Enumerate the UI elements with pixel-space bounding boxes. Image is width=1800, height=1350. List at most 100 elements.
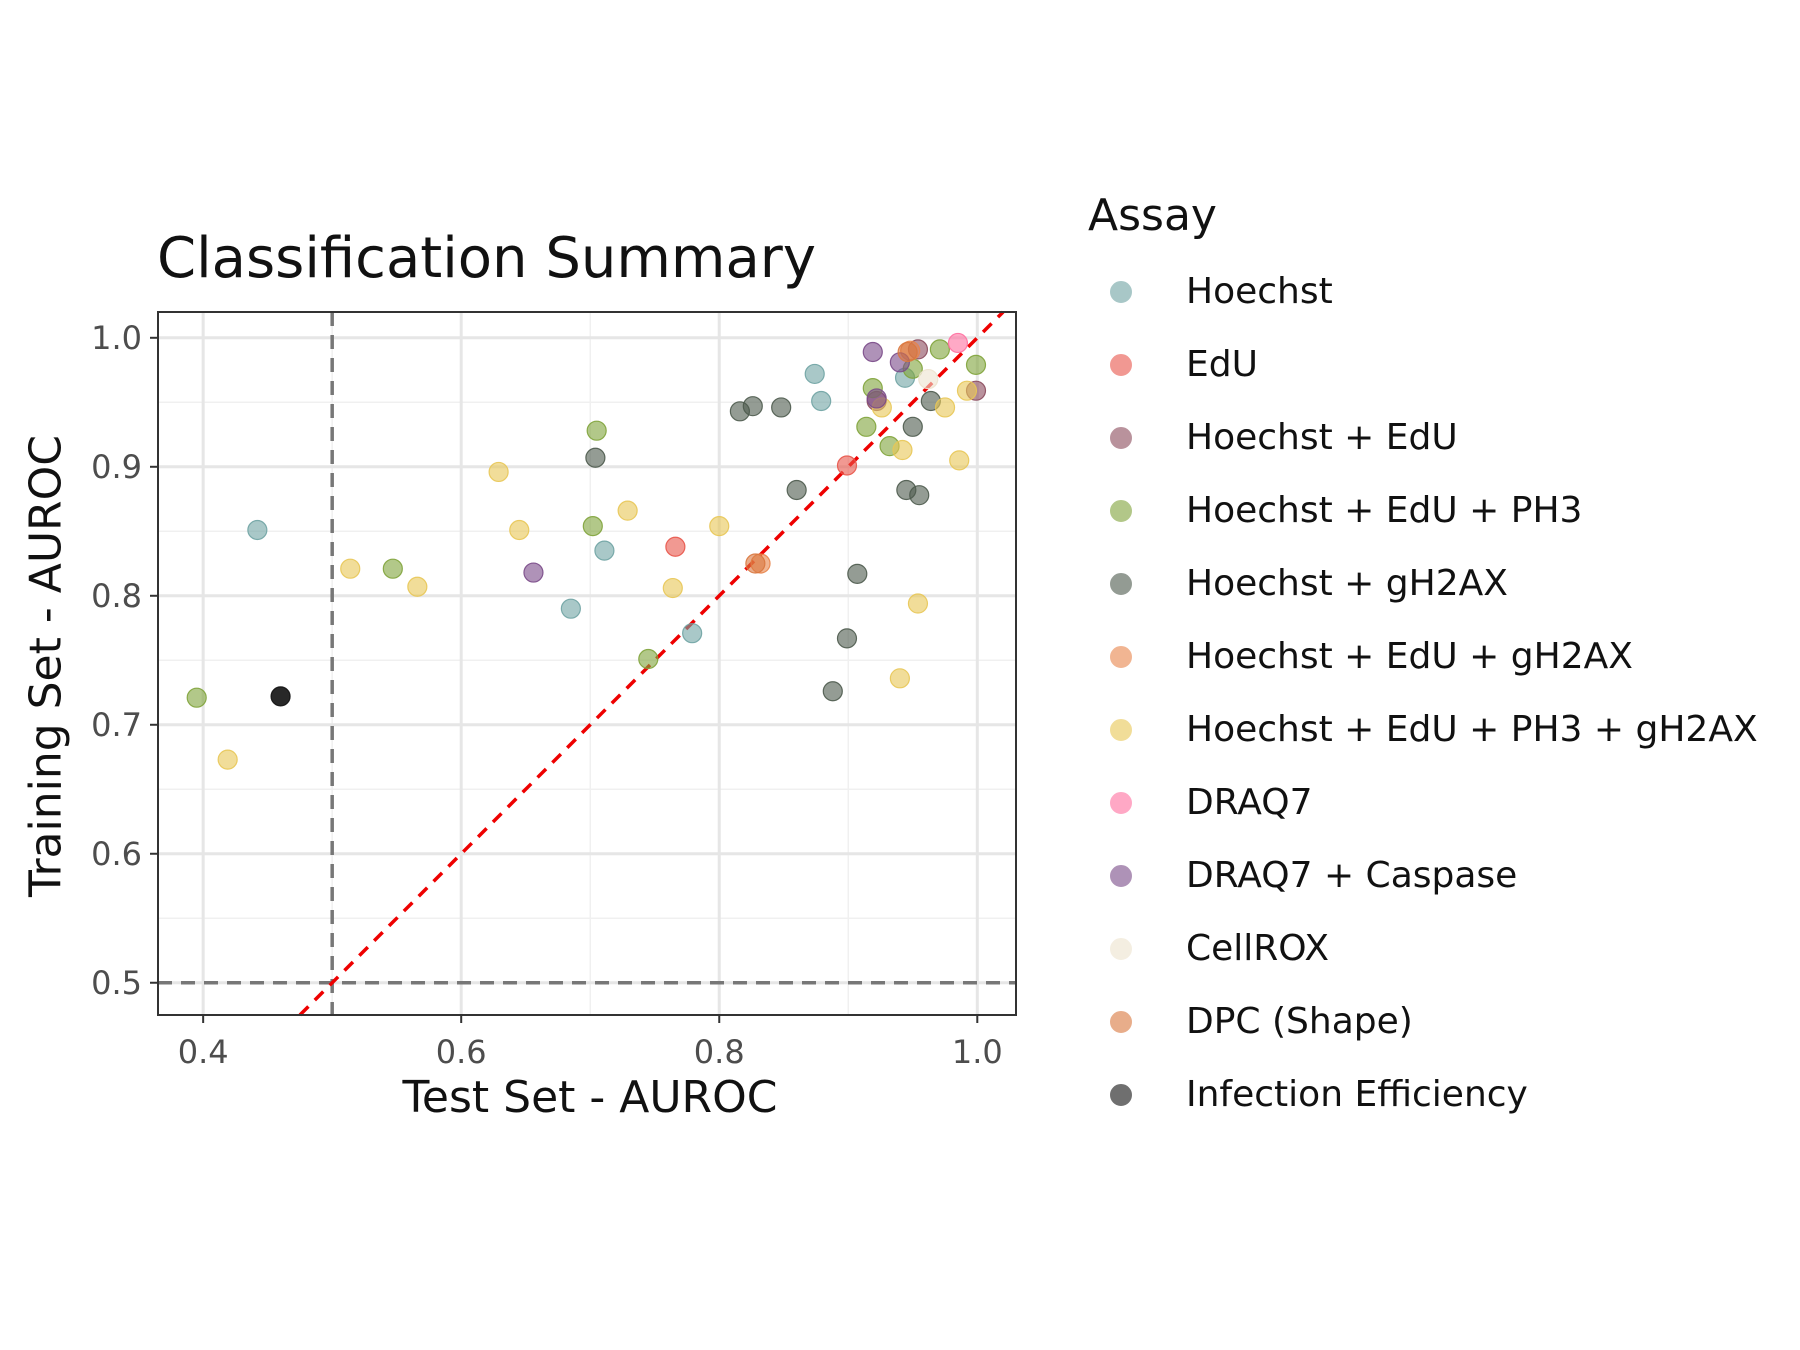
data-point	[811, 390, 832, 412]
legend-item: DRAQ7	[1088, 766, 1313, 839]
data-point	[340, 558, 361, 579]
data-point	[407, 576, 428, 597]
data-point	[892, 439, 913, 461]
x-tick-label: 1.0	[952, 1033, 1003, 1071]
data-point	[836, 455, 858, 476]
data-point	[956, 380, 978, 401]
data-point	[586, 420, 607, 441]
legend-label: DRAQ7 + Caspase	[1186, 855, 1518, 896]
data-point	[662, 577, 683, 599]
legend-swatch	[1110, 353, 1132, 376]
data-point	[682, 623, 703, 644]
data-point	[929, 339, 950, 360]
y-tick-label: 0.7	[91, 706, 142, 744]
data-point	[186, 687, 207, 708]
legend-items: Hoechst EdU Hoechst + EdU Hoechst + EdU + P…	[1088, 255, 1758, 1131]
data-point	[617, 500, 638, 521]
legend-item: Hoechst + EdU + PH3	[1088, 474, 1582, 547]
data-point	[745, 553, 766, 574]
data-point	[947, 332, 969, 354]
y-tick-label: 0.9	[91, 448, 142, 486]
data-point	[585, 447, 606, 468]
data-points	[186, 332, 987, 770]
legend-swatch	[1110, 499, 1132, 522]
legend-label: Hoechst	[1186, 271, 1333, 312]
legend-item: DRAQ7 + Caspase	[1088, 839, 1517, 912]
legend-swatch	[1110, 1083, 1132, 1106]
data-point	[902, 416, 923, 437]
data-point	[560, 598, 581, 619]
major-gridlines	[158, 312, 1016, 1015]
data-point	[382, 558, 403, 579]
plot-panel	[158, 312, 1016, 1015]
data-point	[918, 368, 939, 390]
legend-swatch	[1110, 572, 1132, 595]
legend-swatch	[1110, 1010, 1132, 1033]
legend-swatch	[1110, 426, 1132, 449]
legend-item: Hoechst + EdU + gH2AX	[1088, 620, 1633, 693]
y-axis-ticks: 0.5 0.6 0.7 0.8 0.9 1.0	[91, 319, 158, 1002]
legend-swatch	[1110, 280, 1132, 303]
data-point	[217, 749, 238, 770]
x-tick-label: 0.4	[178, 1033, 229, 1071]
reference-lines	[158, 310, 1016, 1017]
legend-title: Assay	[1088, 190, 1217, 241]
data-point	[582, 516, 603, 537]
y-tick-label: 0.6	[91, 835, 142, 873]
data-point	[665, 536, 686, 557]
legend-swatch	[1110, 718, 1132, 741]
data-point	[247, 519, 268, 541]
legend-label: Infection Efficiency	[1186, 1074, 1528, 1115]
data-point	[965, 354, 987, 375]
data-point	[709, 516, 730, 537]
legend-label: Hoechst + EdU + PH3 + gH2AX	[1186, 709, 1758, 750]
y-axis-label: Training Set - AUROC	[20, 435, 72, 897]
data-point	[509, 519, 530, 541]
y-tick-label: 0.5	[91, 964, 142, 1002]
diagonal-reference-line	[298, 310, 1005, 1017]
data-point	[594, 540, 615, 561]
legend-item: Hoechst + gH2AX	[1088, 547, 1508, 620]
data-point	[862, 341, 883, 363]
x-axis-label: Test Set - AUROC	[402, 1072, 778, 1123]
chart-title: Classification Summary	[157, 226, 816, 291]
y-tick-label: 0.8	[91, 577, 142, 615]
data-point	[907, 593, 929, 614]
data-point	[934, 397, 956, 418]
legend-item: CellROX	[1088, 912, 1329, 985]
data-point	[742, 396, 763, 417]
y-tick-label: 1.0	[91, 319, 142, 357]
data-point	[786, 479, 807, 501]
legend-label: Hoechst + EdU	[1186, 417, 1458, 458]
x-tick-label: 0.6	[436, 1033, 487, 1071]
legend-label: Hoechst + gH2AX	[1186, 563, 1508, 604]
legend-label: EdU	[1186, 344, 1258, 385]
x-axis-ticks: 0.4 0.6 0.8 1.0	[178, 1015, 1003, 1071]
data-point	[866, 388, 887, 409]
legend-label: Hoechst + EdU + PH3	[1186, 490, 1583, 531]
data-point	[804, 363, 825, 385]
legend-item: DPC (Shape)	[1088, 985, 1413, 1058]
data-point	[897, 341, 918, 363]
legend-item: Hoechst + EdU + PH3 + gH2AX	[1088, 693, 1758, 766]
data-point	[836, 628, 858, 649]
legend-swatch	[1110, 937, 1132, 960]
data-point	[847, 563, 868, 584]
data-point	[523, 562, 544, 583]
legend-label: CellROX	[1186, 928, 1329, 969]
data-point	[949, 450, 970, 471]
legend-label: DPC (Shape)	[1186, 1001, 1413, 1042]
x-tick-label: 0.8	[694, 1033, 745, 1071]
legend-label: DRAQ7	[1186, 782, 1313, 823]
legend: Assay Hoechst EdU Hoechst + EdU Hoechst + E…	[1088, 190, 1758, 1131]
legend-swatch	[1110, 864, 1132, 887]
plot-border	[157, 311, 1017, 1016]
data-point	[270, 686, 291, 707]
legend-label: Hoechst + EdU + gH2AX	[1186, 636, 1633, 677]
data-point	[909, 485, 930, 506]
legend-item: Infection Efficiency	[1088, 1058, 1528, 1131]
legend-swatch	[1110, 791, 1132, 814]
data-point	[771, 397, 792, 418]
legend-item: EdU	[1088, 328, 1258, 401]
